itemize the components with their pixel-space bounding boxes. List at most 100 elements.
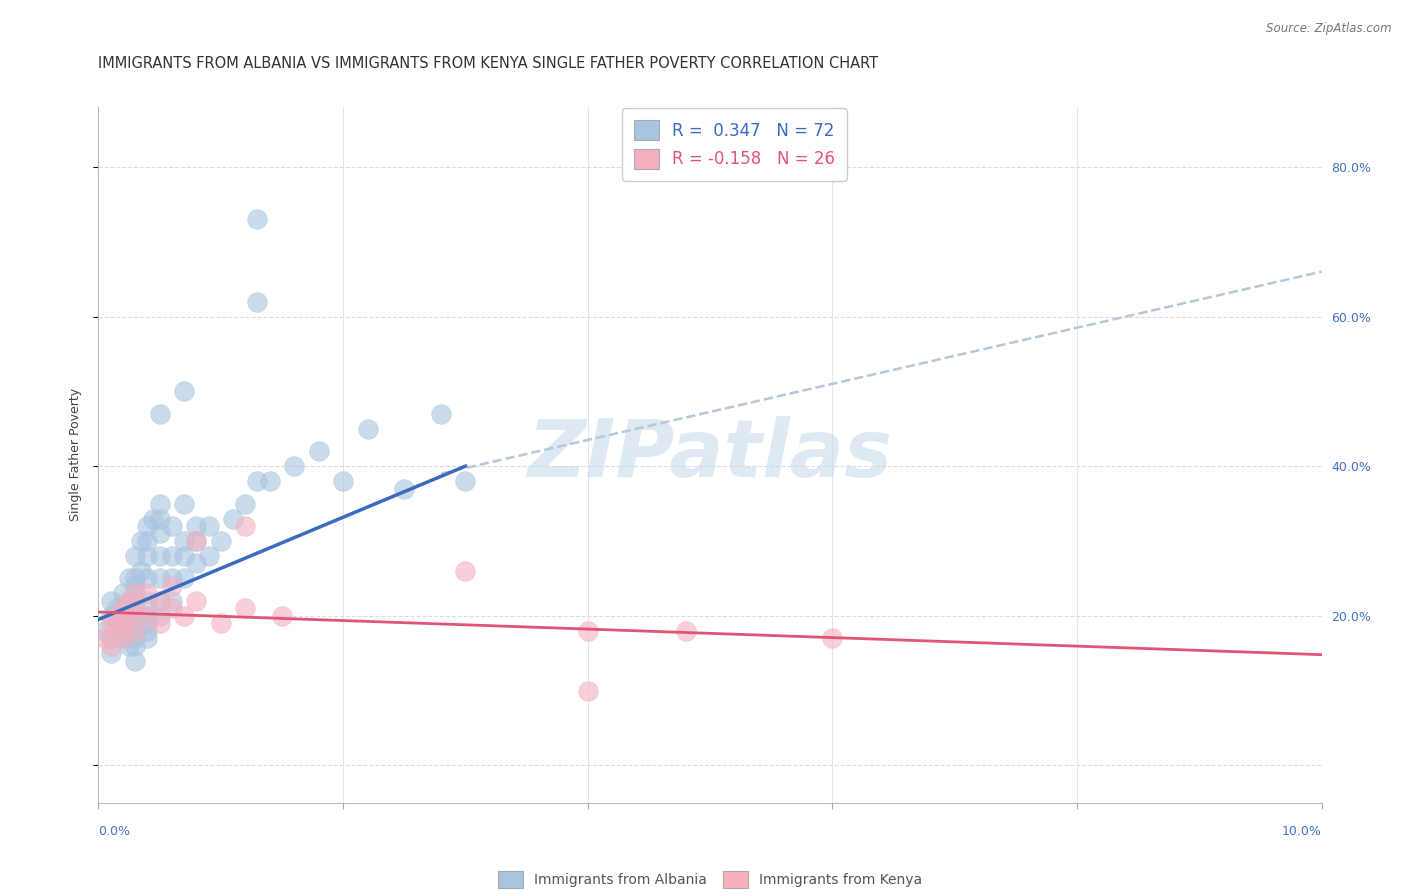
- Point: [118, 608, 141, 623]
- Point: [136, 616, 159, 631]
- Point: [124, 624, 146, 638]
- Point: [111, 601, 134, 615]
- Point: [246, 474, 269, 488]
- Point: [111, 631, 134, 645]
- Point: [93, 624, 115, 638]
- Point: [111, 601, 134, 615]
- Point: [111, 631, 134, 645]
- Point: [136, 608, 159, 623]
- Text: 0.0%: 0.0%: [98, 825, 131, 838]
- Point: [111, 616, 134, 631]
- Point: [124, 549, 146, 563]
- Point: [124, 654, 146, 668]
- Point: [136, 594, 159, 608]
- Point: [136, 631, 159, 645]
- Text: IMMIGRANTS FROM ALBANIA VS IMMIGRANTS FROM KENYA SINGLE FATHER POVERTY CORRELATI: IMMIGRANTS FROM ALBANIA VS IMMIGRANTS FR…: [98, 56, 879, 71]
- Point: [136, 608, 159, 623]
- Point: [124, 594, 146, 608]
- Point: [105, 601, 128, 615]
- Point: [392, 482, 416, 496]
- Text: Source: ZipAtlas.com: Source: ZipAtlas.com: [1267, 22, 1392, 36]
- Point: [186, 533, 208, 548]
- Point: [136, 549, 159, 563]
- Point: [136, 624, 159, 638]
- Point: [233, 601, 256, 615]
- Point: [160, 519, 183, 533]
- Point: [160, 601, 183, 615]
- Point: [118, 639, 141, 653]
- Point: [149, 571, 172, 585]
- Point: [173, 497, 195, 511]
- Point: [124, 586, 146, 600]
- Text: 10.0%: 10.0%: [1282, 825, 1322, 838]
- Point: [186, 557, 208, 571]
- Point: [124, 601, 146, 615]
- Point: [233, 519, 256, 533]
- Point: [149, 407, 172, 421]
- Point: [100, 631, 122, 645]
- Point: [308, 444, 330, 458]
- Point: [93, 631, 115, 645]
- Point: [118, 594, 141, 608]
- Point: [124, 601, 146, 615]
- Point: [105, 616, 128, 631]
- Point: [160, 594, 183, 608]
- Point: [100, 616, 122, 631]
- Point: [124, 586, 146, 600]
- Point: [173, 571, 195, 585]
- Point: [100, 594, 122, 608]
- Point: [100, 639, 122, 653]
- Point: [136, 586, 159, 600]
- Point: [118, 571, 141, 585]
- Point: [100, 608, 122, 623]
- Point: [111, 608, 134, 623]
- Point: [160, 549, 183, 563]
- Point: [129, 533, 152, 548]
- Point: [160, 571, 183, 585]
- Point: [105, 608, 128, 623]
- Point: [197, 519, 219, 533]
- Point: [576, 683, 599, 698]
- Point: [149, 497, 172, 511]
- Point: [454, 564, 477, 578]
- Point: [149, 594, 172, 608]
- Point: [142, 511, 165, 525]
- Point: [233, 497, 256, 511]
- Point: [136, 571, 159, 585]
- Point: [149, 511, 172, 525]
- Point: [124, 639, 146, 653]
- Point: [105, 624, 128, 638]
- Point: [675, 624, 697, 638]
- Text: ZIPatlas: ZIPatlas: [527, 416, 893, 494]
- Point: [222, 511, 245, 525]
- Point: [129, 564, 152, 578]
- Point: [160, 579, 183, 593]
- Point: [454, 474, 477, 488]
- Point: [124, 579, 146, 593]
- Y-axis label: Single Father Poverty: Single Father Poverty: [69, 388, 82, 522]
- Point: [332, 474, 354, 488]
- Point: [149, 594, 172, 608]
- Point: [173, 608, 195, 623]
- Point: [430, 407, 453, 421]
- Legend: Immigrants from Albania, Immigrants from Kenya: Immigrants from Albania, Immigrants from…: [492, 865, 928, 892]
- Point: [197, 549, 219, 563]
- Point: [149, 526, 172, 541]
- Point: [111, 616, 134, 631]
- Point: [186, 594, 208, 608]
- Point: [136, 533, 159, 548]
- Point: [173, 549, 195, 563]
- Point: [124, 608, 146, 623]
- Point: [209, 533, 232, 548]
- Point: [186, 519, 208, 533]
- Point: [149, 608, 172, 623]
- Point: [149, 616, 172, 631]
- Point: [136, 519, 159, 533]
- Point: [124, 571, 146, 585]
- Point: [270, 608, 292, 623]
- Point: [821, 631, 844, 645]
- Point: [124, 631, 146, 645]
- Point: [209, 616, 232, 631]
- Point: [173, 533, 195, 548]
- Point: [124, 624, 146, 638]
